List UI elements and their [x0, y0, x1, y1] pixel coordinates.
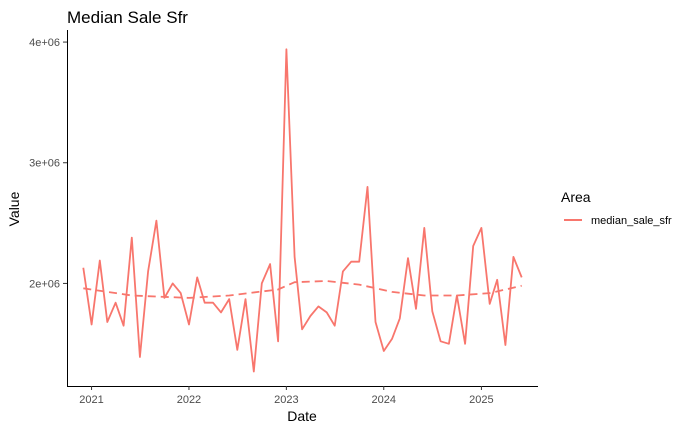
x-tick-label: 2022: [177, 394, 201, 406]
y-tick-label: 2e+06: [29, 278, 60, 290]
x-tick-label: 2021: [79, 394, 103, 406]
series-line: [82, 48, 523, 373]
y-ticks: 2e+06 3e+06 4e+06: [29, 37, 67, 290]
chart-title: Median Sale Sfr: [67, 8, 188, 27]
y-tick-label: 3e+06: [29, 158, 60, 170]
x-tick-label: 2023: [274, 394, 298, 406]
legend: Area median_sale_sfr: [561, 189, 672, 227]
legend-label-median-sale-sfr: median_sale_sfr: [591, 215, 672, 227]
y-axis-label: Value: [6, 191, 22, 226]
series-group: [82, 48, 523, 373]
y-tick-label: 4e+06: [29, 37, 60, 49]
x-ticks: 2021 2022 2023 2024 2025: [79, 386, 494, 406]
x-tick-label: 2024: [372, 394, 396, 406]
x-axis-label: Date: [287, 408, 317, 424]
legend-title: Area: [561, 189, 591, 205]
x-tick-label: 2025: [469, 394, 493, 406]
trend-line: [83, 280, 522, 299]
axes: [67, 30, 538, 387]
